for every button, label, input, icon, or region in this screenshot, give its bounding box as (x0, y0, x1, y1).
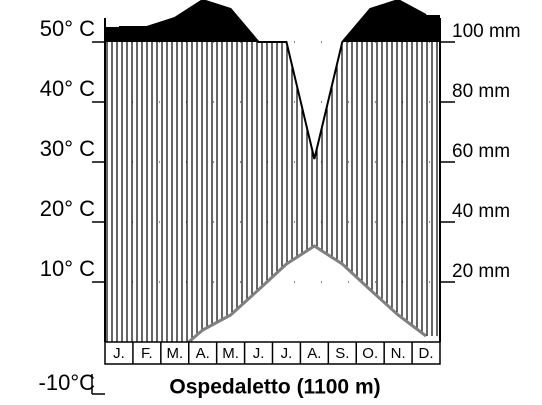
y2-tick-label: 20 mm (452, 261, 510, 282)
x-tick-label: J. (281, 345, 293, 362)
y2-tick-label: 80 mm (452, 81, 510, 102)
y-tick-label: 50° C (40, 16, 95, 41)
x-tick-label: S. (335, 345, 349, 362)
x-tick-label: J. (113, 345, 125, 362)
x-tick-label: O. (362, 345, 378, 362)
x-tick-label: A. (196, 345, 210, 362)
x-tick-label: M. (222, 345, 239, 362)
chart-title: Ospedaletto (1100 m) (169, 376, 380, 399)
humid-area (105, 0, 440, 363)
x-tick-label: F. (141, 345, 153, 362)
wet-area (105, 0, 440, 42)
y-tick-label: 40° C (40, 76, 95, 101)
y2-tick-label: 100 mm (452, 21, 521, 42)
y-tick-label: 10° C (40, 256, 95, 281)
precipitation-line (118, 0, 427, 160)
x-tick-label: A. (307, 345, 321, 362)
x-tick-label: M. (166, 345, 183, 362)
x-tick-label: D. (419, 345, 434, 362)
y-tick-label: 30° C (40, 136, 95, 161)
y2-tick-label: 40 mm (452, 201, 510, 222)
y-tick-label: 20° C (40, 196, 95, 221)
y-tick-label: -10°C (39, 370, 96, 395)
y2-tick-label: 60 mm (452, 141, 510, 162)
x-tick-label: N. (391, 345, 406, 362)
x-tick-label: J. (253, 345, 265, 362)
